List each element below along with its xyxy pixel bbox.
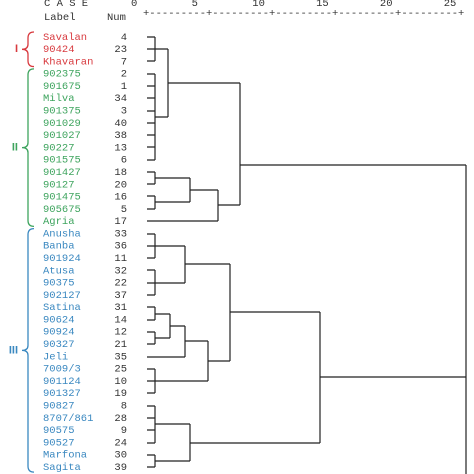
case-label: 901375	[43, 106, 81, 118]
case-number: 30	[114, 450, 127, 462]
case-label: 7009/3	[43, 364, 81, 376]
case-header: C A S E	[44, 0, 88, 10]
case-number: 7	[121, 56, 127, 68]
case-label: Khavaran	[43, 56, 93, 68]
case-label: Milva	[43, 93, 75, 105]
case-number: 5	[121, 204, 127, 216]
case-number: 4	[121, 32, 127, 44]
case-label: 905675	[43, 204, 81, 216]
tree-links	[147, 36, 467, 474]
case-number: 32	[114, 265, 127, 277]
case-number: 2	[121, 69, 127, 81]
case-number: 10	[114, 376, 127, 388]
axis-tick-label: 15	[316, 0, 329, 10]
case-label: 901575	[43, 155, 81, 167]
group-brace	[21, 68, 35, 227]
case-number: 31	[114, 302, 127, 314]
case-label: Anusha	[43, 228, 81, 240]
case-number: 20	[114, 179, 127, 191]
axis-tick-label: 5	[192, 0, 198, 10]
case-number: 25	[114, 364, 127, 376]
case-number: 8	[121, 400, 127, 412]
case-number: 14	[114, 314, 127, 326]
case-label: 902127	[43, 290, 81, 302]
axis-tick-label: 25	[444, 0, 457, 10]
scale-line: +---------+---------+---------+---------…	[143, 8, 464, 20]
group-label: II	[12, 142, 18, 154]
case-label: Agria	[43, 216, 75, 228]
case-number: 23	[114, 44, 127, 56]
case-label: 901924	[43, 253, 81, 265]
axis-tick-label: 10	[252, 0, 265, 10]
case-number: 40	[114, 118, 127, 130]
axis-tick-label: 0	[131, 0, 137, 10]
case-number: 24	[114, 437, 127, 449]
case-label: Banba	[43, 241, 75, 253]
case-number: 6	[121, 155, 127, 167]
case-label: 901427	[43, 167, 81, 179]
case-number: 28	[114, 413, 127, 425]
num-header: Num	[107, 12, 126, 24]
case-number: 18	[114, 167, 127, 179]
label-header: Label	[44, 12, 76, 24]
case-number: 35	[114, 351, 127, 363]
case-number: 38	[114, 130, 127, 142]
case-label: 90127	[43, 179, 75, 191]
case-label: 90575	[43, 425, 75, 437]
case-label: 901029	[43, 118, 81, 130]
case-label: 901327	[43, 388, 81, 400]
case-number: 39	[114, 462, 127, 474]
case-label: 90624	[43, 314, 75, 326]
group-label: I	[15, 43, 18, 55]
group-brace	[21, 227, 35, 473]
case-label: 90527	[43, 437, 75, 449]
case-number: 13	[114, 142, 127, 154]
case-number: 3	[121, 106, 127, 118]
case-label: 902375	[43, 69, 81, 81]
case-number: 33	[114, 228, 127, 240]
case-label: 901475	[43, 192, 81, 204]
case-label: 901124	[43, 376, 81, 388]
case-number: 16	[114, 192, 127, 204]
case-label: Jeli	[43, 351, 68, 363]
case-label: Satina	[43, 302, 81, 314]
axis-tick-label: 20	[380, 0, 393, 10]
case-number: 34	[114, 93, 127, 105]
case-label: Marfona	[43, 450, 87, 462]
case-number: 9	[121, 425, 127, 437]
case-label: 8707/861	[43, 413, 93, 425]
case-label: 90924	[43, 327, 75, 339]
case-label: 90227	[43, 142, 75, 154]
case-label: Sagita	[43, 462, 81, 474]
case-number: 1	[121, 81, 127, 93]
case-label: 90827	[43, 400, 75, 412]
case-number: 22	[114, 278, 127, 290]
case-number: 19	[114, 388, 127, 400]
case-label: 901675	[43, 81, 81, 93]
case-number: 37	[114, 290, 127, 302]
case-label: Savalan	[43, 32, 87, 44]
case-label: 90375	[43, 278, 75, 290]
case-label: 901027	[43, 130, 81, 142]
case-label: 90424	[43, 44, 75, 56]
group-label: III	[9, 344, 18, 356]
case-number: 21	[114, 339, 127, 351]
case-number: 11	[114, 253, 127, 265]
case-label: 90327	[43, 339, 75, 351]
case-number: 12	[114, 327, 127, 339]
case-number: 17	[114, 216, 127, 228]
case-number: 36	[114, 241, 127, 253]
case-label: Atusa	[43, 265, 75, 277]
group-brace	[21, 31, 35, 68]
